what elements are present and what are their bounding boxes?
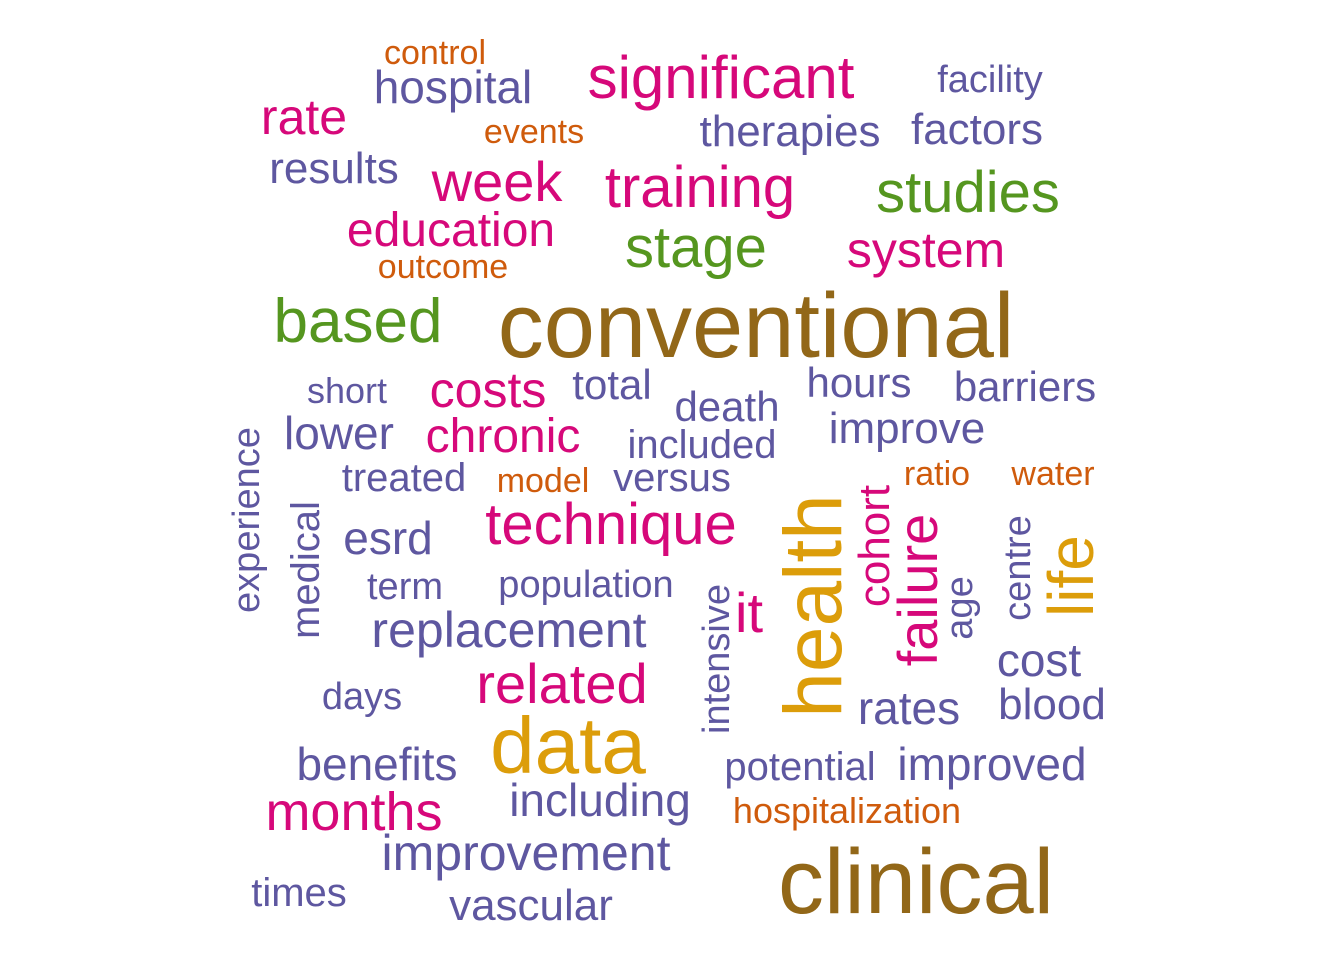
word-cohort: cohort xyxy=(850,484,899,608)
word-benefits: benefits xyxy=(296,738,458,790)
word-therapies: therapies xyxy=(699,107,881,156)
word-it: it xyxy=(735,581,763,644)
word-cost: cost xyxy=(996,634,1082,686)
word-days: days xyxy=(321,676,403,718)
word-rates: rates xyxy=(857,682,961,734)
word-outcome: outcome xyxy=(377,248,509,286)
word-technique: technique xyxy=(485,492,737,557)
word-events: events xyxy=(483,113,585,151)
word-hospitalization: hospitalization xyxy=(732,790,962,831)
word-based: based xyxy=(273,287,443,356)
word-population: population xyxy=(498,564,674,606)
word-hours: hours xyxy=(806,359,912,406)
word-intensive: intensive xyxy=(696,584,738,734)
word-ratio: ratio xyxy=(903,455,971,493)
word-replacement: replacement xyxy=(371,602,647,658)
word-short: short xyxy=(306,370,388,411)
word-vascular: vascular xyxy=(449,881,613,930)
word-results: results xyxy=(269,144,399,193)
word-lower: lower xyxy=(284,407,394,459)
word-model: model xyxy=(496,462,590,500)
word-term: term xyxy=(367,566,443,608)
word-versus: versus xyxy=(613,456,731,500)
word-chronic: chronic xyxy=(425,410,581,463)
word-health: health xyxy=(768,494,859,718)
word-related: related xyxy=(476,652,648,715)
word-improved: improved xyxy=(897,738,1087,790)
word-control: control xyxy=(383,34,487,72)
word-water: water xyxy=(1011,455,1095,493)
word-studies: studies xyxy=(876,160,1060,225)
word-centre: centre xyxy=(997,515,1039,621)
word-training: training xyxy=(604,155,796,220)
word-times: times xyxy=(251,871,347,915)
word-rate: rate xyxy=(260,89,348,145)
word-hospital: hospital xyxy=(373,61,533,113)
word-life: life xyxy=(1035,535,1107,617)
word-included: included xyxy=(627,423,777,467)
word-facility: facility xyxy=(937,59,1043,101)
word-total: total xyxy=(572,361,652,408)
word-months: months xyxy=(265,782,443,842)
word-age: age xyxy=(939,576,981,640)
word-improve: improve xyxy=(828,404,986,453)
word-clinical: clinical xyxy=(777,831,1055,933)
word-including: including xyxy=(509,774,691,826)
word-system: system xyxy=(846,222,1006,278)
word-potential: potential xyxy=(724,745,876,789)
word-barriers: barriers xyxy=(953,363,1097,410)
word-education: education xyxy=(346,204,556,257)
word-medical: medical xyxy=(284,501,328,639)
word-significant: significant xyxy=(587,44,855,111)
word-costs: costs xyxy=(429,362,547,418)
word-factors: factors xyxy=(910,105,1044,154)
word-treated: treated xyxy=(341,456,467,500)
word-blood: blood xyxy=(998,680,1106,729)
word-conventional: conventional xyxy=(497,275,1015,377)
word-stage: stage xyxy=(625,215,767,280)
word-death: death xyxy=(674,383,780,430)
word-week: week xyxy=(431,150,563,213)
word-experience: experience xyxy=(226,427,268,613)
word-improvement: improvement xyxy=(381,825,671,881)
word-esrd: esrd xyxy=(343,512,433,564)
word-data: data xyxy=(490,701,646,790)
